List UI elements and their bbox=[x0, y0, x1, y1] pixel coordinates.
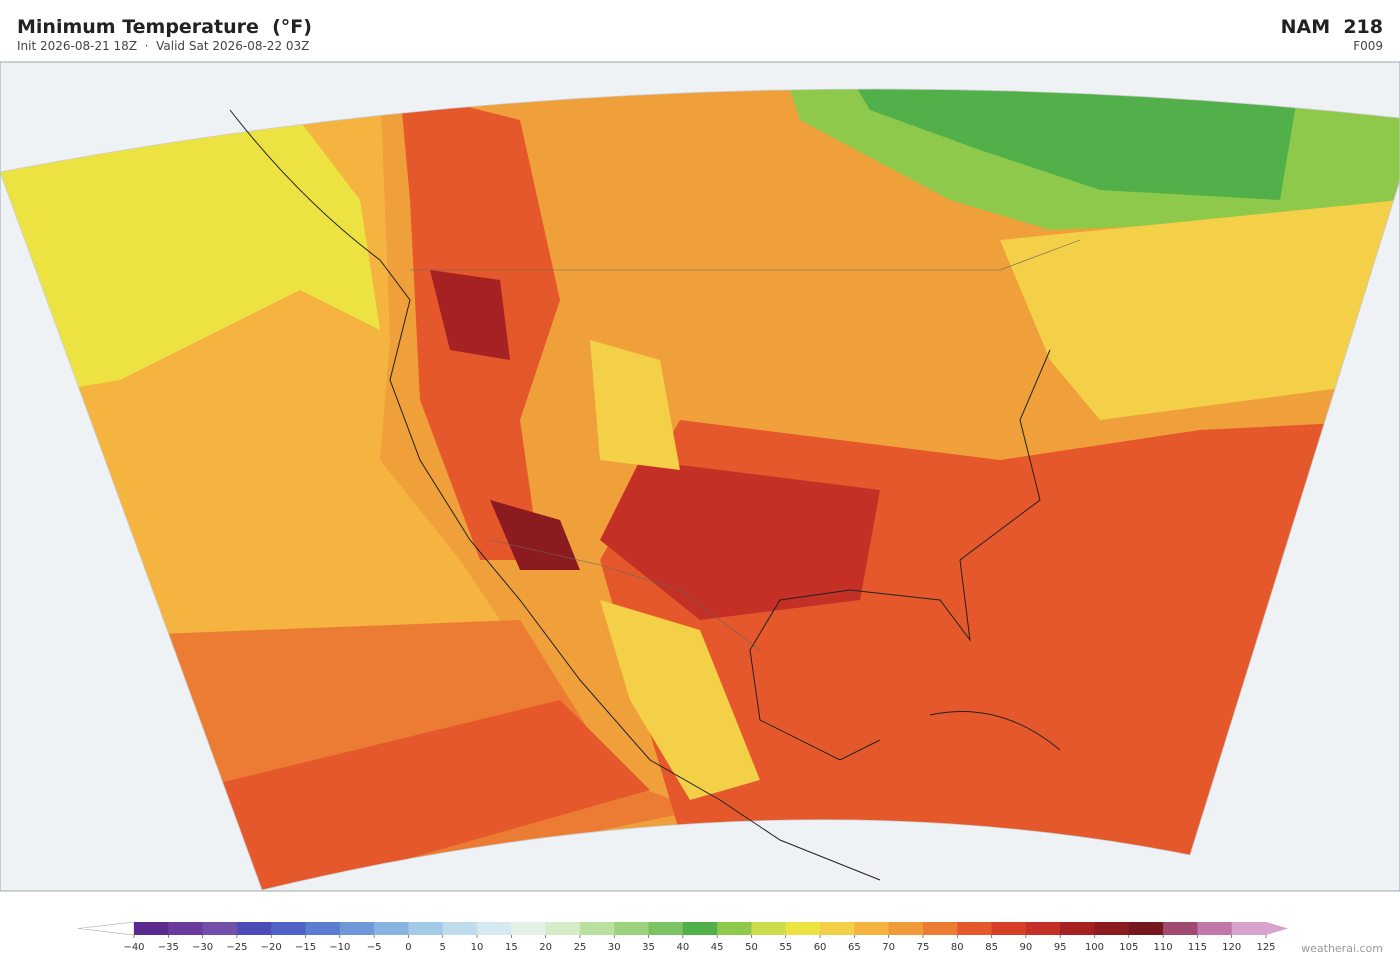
colorbar-tick-label: 5 bbox=[440, 942, 446, 953]
colorbar-tick-label: 30 bbox=[608, 942, 621, 953]
colorbar-box bbox=[991, 922, 1027, 935]
border-canada bbox=[410, 239, 1081, 271]
colorbar-box bbox=[957, 922, 993, 935]
colorbar-extend-high bbox=[1266, 922, 1288, 935]
colorbar-box bbox=[236, 922, 272, 935]
forecast-hour: F009 bbox=[1353, 39, 1383, 53]
borders bbox=[410, 239, 1081, 651]
colorbar-tick-label: 10 bbox=[471, 942, 484, 953]
colorbar-tick-label: 115 bbox=[1188, 942, 1207, 953]
colorbar-box bbox=[1197, 922, 1233, 935]
colorbar-tick-label: 50 bbox=[745, 942, 758, 953]
colorbar-tick-label: −15 bbox=[295, 942, 316, 953]
colorbar-box bbox=[202, 922, 238, 935]
colorbar-box bbox=[339, 922, 375, 935]
domain-outline bbox=[0, 88, 1400, 891]
cuba bbox=[929, 711, 1061, 751]
colorbar-box bbox=[1094, 922, 1130, 935]
colorbar-tick-label: 105 bbox=[1119, 942, 1138, 953]
colorbar-tick-label: 100 bbox=[1085, 942, 1104, 953]
colorbar-tick-label: 110 bbox=[1154, 942, 1173, 953]
colorbar: −40 −35 −30 −25 −20 −15 −10 −5 0 5 10 15 20 25 30 35 40 4… bbox=[77, 921, 1288, 953]
colorbar-box bbox=[511, 922, 547, 935]
colorbar-tick-label: −5 bbox=[367, 942, 382, 953]
colorbar-box bbox=[717, 922, 752, 935]
colorbar-box bbox=[648, 922, 684, 935]
coastlines bbox=[229, 109, 1061, 881]
colorbar-tick-label: 85 bbox=[985, 942, 998, 953]
field-ocean-hot bbox=[150, 700, 650, 891]
field-ocean-cool bbox=[0, 95, 380, 400]
colorbar-box bbox=[477, 922, 512, 935]
colorbar-tick-label: 80 bbox=[951, 942, 964, 953]
colorbar-tick-label: 40 bbox=[676, 942, 689, 953]
coast-east bbox=[749, 349, 1051, 761]
model: NAM 218 bbox=[1280, 16, 1383, 38]
colorbar-tick-label: −40 bbox=[123, 942, 144, 953]
colorbar-box bbox=[1128, 922, 1164, 935]
field-idaho bbox=[430, 270, 510, 360]
colorbar-tick-label: 45 bbox=[711, 942, 724, 953]
colorbar-box bbox=[442, 922, 478, 935]
colorbar-tick-label: 65 bbox=[848, 942, 861, 953]
colorbar-box bbox=[271, 922, 307, 935]
colorbar-tick-label: −35 bbox=[158, 942, 179, 953]
colorbar-box bbox=[1025, 922, 1061, 935]
colorbar-tick-label: −20 bbox=[261, 942, 282, 953]
colorbar-box bbox=[922, 922, 958, 935]
colorbar-box bbox=[1060, 922, 1095, 935]
colorbar-tick-label: 0 bbox=[405, 942, 411, 953]
field-rockies bbox=[590, 340, 680, 470]
title: Minimum Temperature (°F) bbox=[17, 16, 312, 38]
border-mexico bbox=[489, 539, 761, 651]
field-desert bbox=[490, 500, 580, 570]
colorbar-tick-label: 70 bbox=[882, 942, 895, 953]
colorbar-box bbox=[614, 922, 650, 935]
colorbar-tick-label: 125 bbox=[1256, 942, 1275, 953]
colorbar-tick-label: 15 bbox=[505, 942, 518, 953]
colorbar-tick-label: 75 bbox=[917, 942, 930, 953]
colorbar-box bbox=[1163, 922, 1198, 935]
colorbar-tick-label: −30 bbox=[192, 942, 213, 953]
colorbar-tick-label: 120 bbox=[1222, 942, 1241, 953]
colorbar-tick-label: 55 bbox=[779, 942, 792, 953]
colorbar-tick-label: 25 bbox=[574, 942, 587, 953]
field-mexico-plateau bbox=[600, 600, 760, 800]
colorbar-box bbox=[751, 922, 787, 935]
field-southern-plains bbox=[600, 460, 880, 620]
field-northeast bbox=[1000, 200, 1400, 420]
colorbar-tick-label: 20 bbox=[539, 942, 552, 953]
subtitle: Init 2026-08-21 18Z · Valid Sat 2026-08-… bbox=[17, 39, 310, 53]
colorbar-tick-label: 90 bbox=[1020, 942, 1033, 953]
coast-west bbox=[229, 109, 881, 881]
colorbar-tick-label: 60 bbox=[814, 942, 827, 953]
colorbar-box bbox=[134, 922, 169, 935]
colorbar-box bbox=[785, 922, 821, 935]
colorbar-box bbox=[854, 922, 890, 935]
colorbar-box bbox=[305, 922, 341, 935]
colorbar-tick-label: −10 bbox=[329, 942, 350, 953]
colorbar-box bbox=[408, 922, 444, 935]
colorbar-box bbox=[579, 922, 615, 935]
colorbar-box bbox=[1231, 922, 1267, 935]
colorbar-extend-low bbox=[77, 921, 135, 936]
colorbar-tick-label: 35 bbox=[642, 942, 655, 953]
colorbar-box bbox=[820, 922, 855, 935]
colorbar-box bbox=[888, 922, 924, 935]
colorbar-box bbox=[374, 922, 409, 935]
colorbar-box bbox=[545, 922, 581, 935]
colorbar-box bbox=[682, 922, 718, 935]
colorbar-box bbox=[168, 922, 204, 935]
credit: weatherai.com bbox=[1301, 942, 1383, 955]
colorbar-tick-label: 95 bbox=[1054, 942, 1067, 953]
colorbar-tick-label: −25 bbox=[226, 942, 247, 953]
